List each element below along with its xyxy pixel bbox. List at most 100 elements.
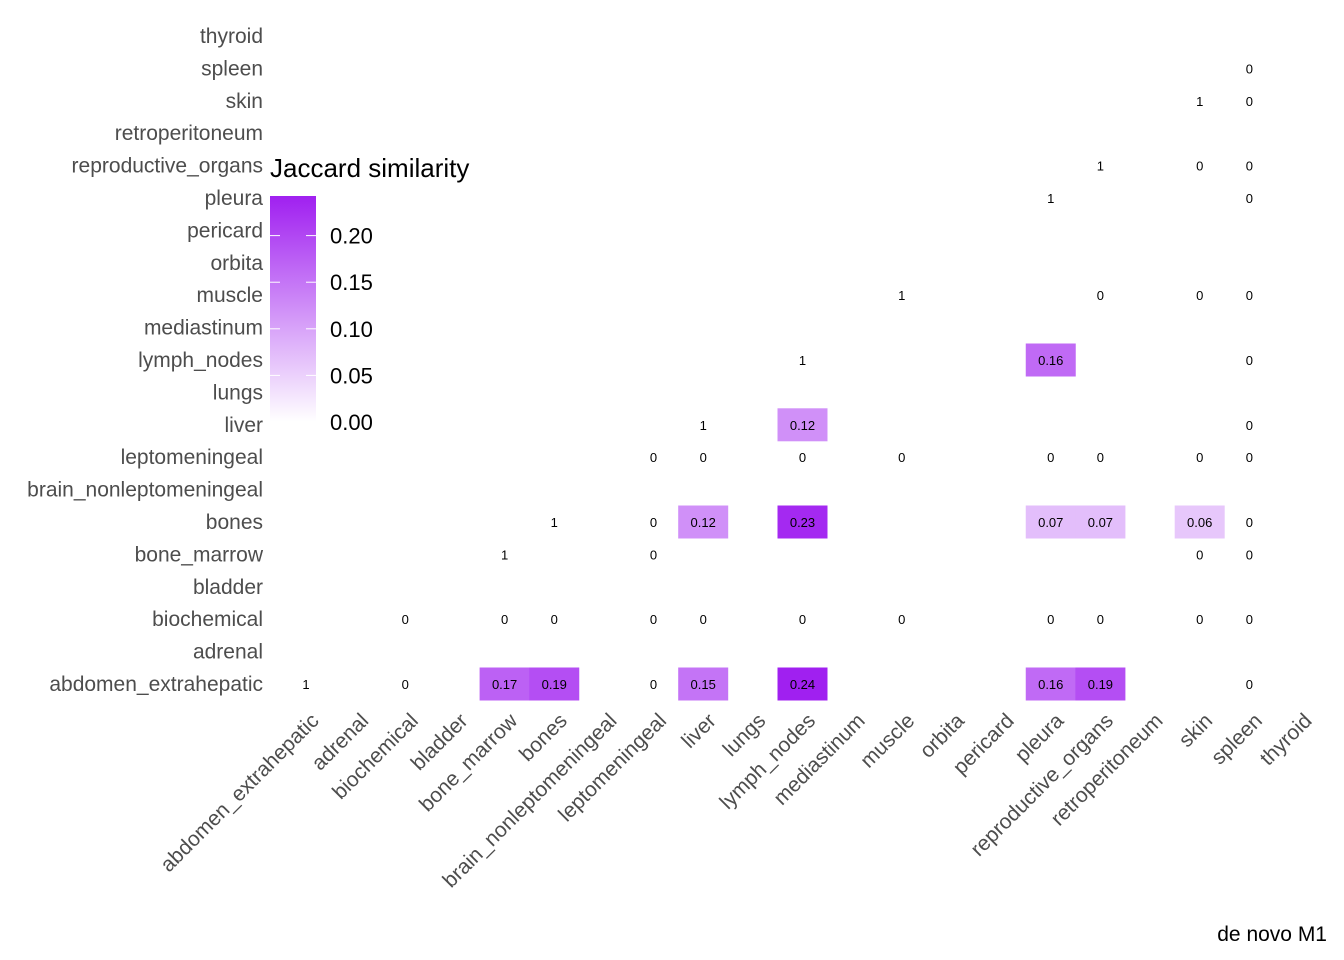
legend-tick-label: 0.00: [330, 410, 373, 435]
legend-tick-label: 0.05: [330, 363, 373, 388]
heatmap-cell: [1025, 505, 1076, 539]
cell-value-label: 0.23: [790, 515, 815, 530]
cell-value-label: 1: [898, 288, 905, 303]
cell-value-label: 0: [650, 515, 657, 530]
y-tick-label: abdomen_extrahepatic: [49, 673, 263, 696]
y-tick-label: lungs: [213, 381, 263, 404]
cell-value-label: 1: [302, 677, 309, 692]
cell-value-label: 0: [650, 547, 657, 562]
cell-value-label: 0: [1196, 612, 1203, 627]
cell-value-label: 1: [1196, 94, 1203, 109]
cell-value-label: 1: [501, 547, 508, 562]
y-tick-label: brain_nonleptomeningeal: [27, 479, 263, 502]
heatmap-cell: [777, 408, 828, 442]
x-tick-label: spleen: [1207, 709, 1267, 769]
cell-value-label: 0: [650, 677, 657, 692]
x-tick-label: skin: [1175, 709, 1218, 752]
cell-value-label: 1: [799, 353, 806, 368]
cell-value-label: 0: [650, 612, 657, 627]
cell-value-label: 0: [551, 612, 558, 627]
y-tick-label: bones: [206, 511, 263, 534]
y-tick-label: bladder: [193, 576, 263, 599]
cell-value-label: 0.12: [691, 515, 716, 530]
x-axis-labels: abdomen_extrahepaticadrenalbiochemicalbl…: [156, 709, 1316, 893]
cell-value-label: 0: [1196, 288, 1203, 303]
cell-value-label: 0.17: [492, 677, 517, 692]
cell-value-label: 1: [1097, 159, 1104, 174]
heatmap-cell: [1025, 667, 1076, 701]
y-tick-label: retroperitoneum: [115, 122, 263, 145]
cell-value-label: 0: [700, 450, 707, 465]
y-tick-label: pericard: [187, 219, 263, 242]
cell-value-label: 0.06: [1187, 515, 1212, 530]
cell-value-label: 0.07: [1088, 515, 1113, 530]
cell-value-label: 0: [1246, 353, 1253, 368]
y-axis-labels: abdomen_extrahepatic adrenal biochemical bl…: [27, 25, 264, 696]
cell-value-label: 0.24: [790, 677, 815, 692]
heatmap-cell: [1174, 505, 1225, 539]
cell-value-label: 0: [799, 450, 806, 465]
heatmap-cell: [1075, 667, 1126, 701]
heatmap-cells: [479, 343, 1225, 701]
y-tick-label: spleen: [201, 57, 263, 80]
legend-tick-label: 0.15: [330, 270, 373, 295]
x-tick-label: thyroid: [1256, 709, 1317, 770]
y-tick-label: adrenal: [193, 641, 263, 664]
heatmap-cell: [678, 505, 729, 539]
heatmap-cell: [479, 667, 530, 701]
x-tick-label: abdomen_extrahepatic: [156, 709, 323, 876]
cell-value-label: 1: [700, 418, 707, 433]
y-tick-label: leptomeningeal: [121, 446, 263, 469]
cell-value-label: 0: [1196, 159, 1203, 174]
cell-value-label: 0: [1246, 191, 1253, 206]
legend-ticks: 0.00 0.05 0.10 0.15 0.20: [270, 224, 373, 435]
cell-value-label: 1: [551, 515, 558, 530]
cell-value-label: 0.16: [1038, 353, 1063, 368]
heatmap-cell: [678, 667, 729, 701]
cell-value-label: 0: [1246, 418, 1253, 433]
x-tick-label: muscle: [856, 709, 919, 772]
cell-value-label: 0.16: [1038, 677, 1063, 692]
y-tick-label: pleura: [205, 187, 264, 210]
heatmap-cell: [777, 667, 828, 701]
cell-value-label: 0: [1246, 515, 1253, 530]
y-tick-label: skin: [226, 90, 263, 113]
y-tick-label: thyroid: [200, 25, 263, 48]
y-tick-label: reproductive_organs: [72, 155, 263, 178]
y-tick-label: muscle: [196, 284, 263, 307]
cell-value-label: 0: [898, 612, 905, 627]
cell-value-label: 0: [1097, 612, 1104, 627]
cell-value-label: 0: [501, 612, 508, 627]
cell-value-label: 0: [402, 677, 409, 692]
y-tick-label: bone_marrow: [135, 543, 264, 566]
cell-value-label: 0.15: [691, 677, 716, 692]
heatmap-cell-labels: 1 0 0.17 0.19 0 0.15 0.24 0.16 0.19 0 0 0 0 0 0 0 0 0 0 0 0 1…: [302, 61, 1253, 692]
legend-tick-label: 0.20: [330, 224, 373, 249]
y-tick-label: liver: [224, 414, 263, 437]
cell-value-label: 0: [1097, 450, 1104, 465]
heatmap-cell: [529, 667, 580, 701]
cell-value-label: 0: [1047, 612, 1054, 627]
cell-value-label: 0: [898, 450, 905, 465]
legend-tick-label: 0.10: [330, 317, 373, 342]
cell-value-label: 0: [1047, 450, 1054, 465]
cell-value-label: 0.12: [790, 418, 815, 433]
legend-colorbar: [270, 196, 316, 422]
cell-value-label: 0: [1196, 547, 1203, 562]
cell-value-label: 0.07: [1038, 515, 1063, 530]
cell-value-label: 0: [1196, 450, 1203, 465]
cell-value-label: 0: [1246, 547, 1253, 562]
cell-value-label: 0.19: [542, 677, 567, 692]
y-tick-label: biochemical: [152, 608, 263, 631]
cell-value-label: 0: [1246, 94, 1253, 109]
cell-value-label: 0: [1246, 288, 1253, 303]
cell-value-label: 0: [1246, 159, 1253, 174]
heatmap-cell: [1025, 343, 1076, 377]
cell-value-label: 0: [700, 612, 707, 627]
cell-value-label: 1: [1047, 191, 1054, 206]
chart-caption: de novo M1: [1217, 923, 1327, 946]
cell-value-label: 0: [799, 612, 806, 627]
cell-value-label: 0: [402, 612, 409, 627]
heatmap-cell: [1075, 505, 1126, 539]
